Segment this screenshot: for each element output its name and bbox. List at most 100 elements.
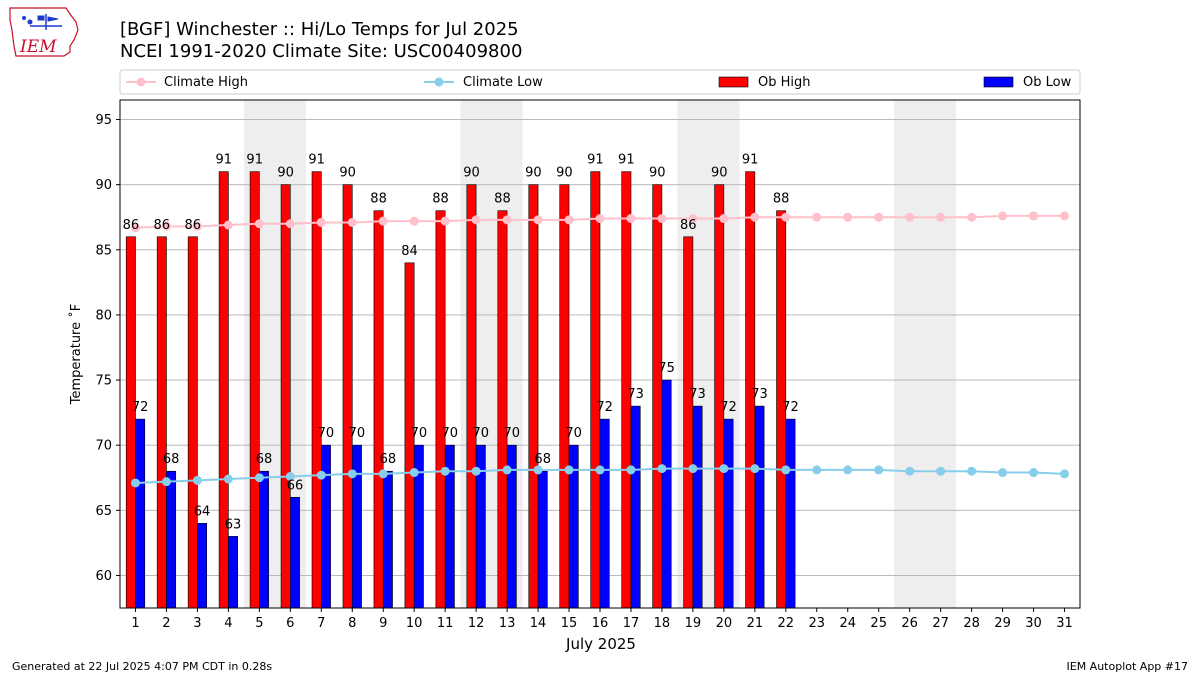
ob-high-bar: [187, 236, 198, 609]
climate-low-point: [192, 475, 202, 485]
climate-high-point: [502, 215, 512, 225]
climate-low-point: [254, 473, 264, 483]
y-tick-label: 75: [95, 374, 112, 389]
ob-low-value-label: 68: [256, 452, 273, 467]
climate-high-point: [285, 219, 295, 229]
x-tick-label: 30: [1025, 616, 1042, 631]
legend-label: Ob Low: [1023, 75, 1072, 90]
climate-high-point: [533, 215, 543, 225]
climate-low-point: [843, 465, 853, 475]
climate-high-point: [595, 214, 605, 224]
climate-high-point: [316, 217, 326, 227]
climate-high-point: [254, 219, 264, 229]
ob-low-bar: [785, 418, 796, 609]
climate-high-point: [378, 216, 388, 226]
y-tick-label: 80: [95, 308, 112, 323]
climate-high-point: [781, 212, 791, 222]
ob-high-value-label: 91: [618, 153, 635, 168]
ob-low-value-label: 73: [751, 387, 768, 402]
ob-low-bar: [599, 418, 610, 609]
ob-high-value-label: 86: [185, 218, 202, 233]
climate-high-point: [564, 215, 574, 225]
ob-high-value-label: 90: [556, 166, 573, 181]
x-tick-label: 15: [561, 616, 578, 631]
y-tick-label: 65: [95, 504, 112, 519]
ob-high-value-label: 90: [711, 166, 728, 181]
ob-low-bar: [630, 405, 641, 609]
climate-low-point: [130, 478, 140, 488]
climate-high-point: [161, 221, 171, 231]
x-tick-label: 22: [778, 616, 795, 631]
ob-low-bar: [166, 470, 177, 609]
climate-low-point: [533, 465, 543, 475]
climate-low-point: [1029, 468, 1039, 478]
ob-low-bar: [754, 405, 765, 609]
ob-low-bar: [723, 418, 734, 609]
ob-low-bar: [661, 379, 672, 609]
weekend-shade-band: [925, 100, 957, 608]
climate-high-point: [936, 212, 946, 222]
legend-ob-low: Ob Low: [983, 75, 1072, 90]
ob-high-value-label: 88: [494, 192, 511, 207]
x-tick-label: 7: [317, 616, 325, 631]
climate-low-point: [967, 466, 977, 476]
climate-lines: [130, 211, 1070, 488]
ob-low-value-label: 68: [380, 452, 397, 467]
x-tick-label: 26: [901, 616, 918, 631]
x-tick-label: 20: [716, 616, 733, 631]
climate-high-point: [967, 212, 977, 222]
ob-low-value-label: 73: [689, 387, 706, 402]
y-tick-label: 95: [95, 113, 112, 128]
x-tick-label: 14: [530, 616, 547, 631]
ob-high-bar: [218, 171, 229, 609]
legend-label: Ob High: [758, 75, 811, 90]
x-tick-label: 25: [870, 616, 887, 631]
ob-low-value-label: 63: [225, 517, 242, 532]
climate-low-point: [626, 465, 636, 475]
climate-high-point: [688, 214, 698, 224]
x-axis-ticks: 1 2 3 4 5 6 7 8 9 10 11 12 13 14 15 16 17 18 19 20 21 22 23 24 2…: [131, 608, 1073, 631]
ob-high-bar: [590, 171, 601, 609]
climate-low-point: [936, 466, 946, 476]
chart-subtitle: NCEI 1991-2020 Climate Site: USC00409800: [120, 41, 522, 62]
climate-high-point: [719, 214, 729, 224]
ob-high-bar: [652, 184, 663, 609]
ob-low-value-label: 72: [720, 400, 737, 415]
x-axis-label: July 2025: [565, 635, 636, 653]
x-tick-label: 2: [162, 616, 170, 631]
ob-low-bar: [135, 418, 146, 609]
ob-low-bar: [228, 536, 238, 609]
climate-low-point: [285, 471, 295, 481]
ob-high-bar: [714, 184, 725, 609]
ob-high-bar: [683, 236, 694, 609]
x-tick-label: 19: [685, 616, 702, 631]
y-tick-label: 85: [95, 243, 112, 258]
ob-high-value-label: 91: [215, 153, 232, 168]
x-tick-label: 3: [193, 616, 201, 631]
x-tick-label: 6: [286, 616, 294, 631]
legend-climate-low: Climate Low: [424, 75, 543, 90]
climate-high-point: [843, 212, 853, 222]
x-tick-label: 9: [379, 616, 387, 631]
y-tick-label: 60: [95, 569, 112, 584]
ob-low-value-label: 64: [194, 504, 211, 519]
ob-high-value-label: 90: [277, 166, 294, 181]
climate-high-point: [626, 214, 636, 224]
ob-low-bar: [692, 405, 703, 609]
legend-ob-high: Ob High: [718, 75, 811, 90]
ob-high-bar: [497, 210, 508, 609]
ob-low-value-label: 72: [132, 400, 149, 415]
climate-high-point: [1060, 211, 1070, 221]
ob-high-bar: [156, 236, 167, 609]
ob-low-value-label: 66: [287, 478, 304, 493]
ob-high-value-label: 88: [370, 192, 387, 207]
ob-high-value-label: 90: [649, 166, 666, 181]
climate-low-point: [161, 477, 171, 487]
x-tick-label: 24: [839, 616, 856, 631]
climate-high-point: [347, 217, 357, 227]
ob-high-value-label: 91: [308, 153, 325, 168]
climate-low-point: [409, 468, 419, 478]
ob-high-value-label: 91: [742, 153, 759, 168]
x-tick-label: 16: [592, 616, 609, 631]
x-tick-label: 8: [348, 616, 356, 631]
